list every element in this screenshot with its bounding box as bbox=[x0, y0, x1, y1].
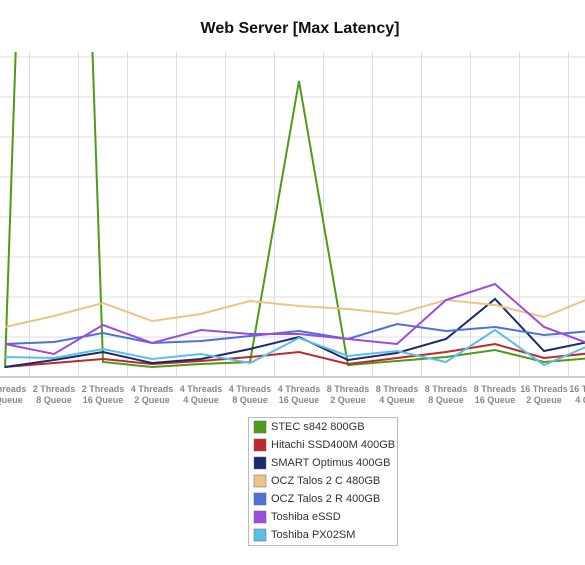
x-tick-label-line: 4 Queue bbox=[575, 395, 585, 405]
legend-label: OCZ Talos 2 R 400GB bbox=[271, 493, 380, 505]
legend-label: Toshiba eSSD bbox=[271, 511, 341, 523]
x-tick-label: 8 Threads 8 Queue bbox=[425, 384, 468, 405]
x-tick-label: 8 Threads 4 Queue bbox=[376, 384, 419, 405]
legend-label: Toshiba PX02SM bbox=[271, 529, 355, 541]
legend-label: SMART Optimus 400GB bbox=[271, 457, 390, 469]
x-tick-label-line: 8 Queue bbox=[428, 395, 464, 405]
x-tick-label-line: 16 Threads bbox=[569, 384, 585, 394]
x-tick-label: 4 Threads 8 Queue bbox=[229, 384, 272, 405]
legend-swatch bbox=[253, 474, 267, 488]
legend-label: STEC s842 800GB bbox=[271, 421, 365, 433]
x-tick-label-line: 4 Queue bbox=[183, 395, 219, 405]
legend-box bbox=[248, 417, 398, 546]
x-tick-label-line: 8 Threads bbox=[474, 384, 517, 394]
x-tick-label-line: 8 Queue bbox=[232, 395, 268, 405]
x-tick-label-line: 2 Threads bbox=[0, 384, 26, 394]
series-line bbox=[4, 322, 585, 345]
legend-swatch bbox=[253, 528, 267, 542]
x-tick-label-line: 2 Threads bbox=[33, 384, 76, 394]
legend-swatch bbox=[253, 420, 267, 434]
x-tick-label-line: 16 Queue bbox=[83, 395, 124, 405]
x-tick-label-line: 8 Threads bbox=[327, 384, 370, 394]
series-line bbox=[4, 328, 585, 367]
x-tick-label: 4 Threads 2 Queue bbox=[131, 384, 174, 405]
x-tick-label-line: 8 Queue bbox=[36, 395, 72, 405]
x-tick-label: 4 Threads 16 Queue bbox=[278, 384, 321, 405]
x-tick-label: 16 Threads 2 Queue bbox=[520, 384, 568, 405]
x-tick-label-line: 2 Queue bbox=[330, 395, 366, 405]
chart-title: Web Server [Max Latency] bbox=[201, 20, 400, 37]
x-tick-label-line: 4 Queue bbox=[379, 395, 415, 405]
x-tick-label-line: 16 Threads bbox=[520, 384, 568, 394]
x-tick-label-line: 8 Threads bbox=[376, 384, 419, 394]
plot-area bbox=[4, 52, 585, 369]
legend-label: Hitachi SSD400M 400GB bbox=[271, 439, 395, 451]
legend-swatch bbox=[253, 438, 267, 452]
x-tick-label-line: 4 Threads bbox=[229, 384, 272, 394]
x-tick-label-line: 2 Queue bbox=[526, 395, 562, 405]
legend-label: OCZ Talos 2 C 480GB bbox=[271, 475, 380, 487]
x-tick-label-line: 4 Threads bbox=[180, 384, 223, 394]
series-line bbox=[4, 52, 585, 369]
x-tick-label: 8 Threads 16 Queue bbox=[474, 384, 517, 405]
x-tick-label: 2 Threads 16 Queue bbox=[82, 384, 125, 405]
x-tick-label-line: 8 Threads bbox=[425, 384, 468, 394]
x-tick-label-line: 4 Threads bbox=[278, 384, 321, 394]
x-tick-label-line: 16 Queue bbox=[475, 395, 516, 405]
x-tick-label-line: 4 Threads bbox=[131, 384, 174, 394]
series-line bbox=[4, 282, 585, 356]
x-tick-label: 4 Threads 4 Queue bbox=[180, 384, 223, 405]
series-line bbox=[4, 342, 585, 368]
x-tick-label-line: 2 Threads bbox=[82, 384, 125, 394]
x-tick-label-line: 4 Queue bbox=[0, 395, 23, 405]
legend-swatch bbox=[253, 510, 267, 524]
x-tick-label: 8 Threads 2 Queue bbox=[327, 384, 370, 405]
x-tick-label-line: 2 Queue bbox=[134, 395, 170, 405]
legend-swatch bbox=[253, 492, 267, 506]
x-tick-label-line: 16 Queue bbox=[279, 395, 320, 405]
x-tick-label: 2 Threads 8 Queue bbox=[33, 384, 76, 405]
legend-swatch bbox=[253, 456, 267, 470]
series-line bbox=[4, 298, 585, 328]
